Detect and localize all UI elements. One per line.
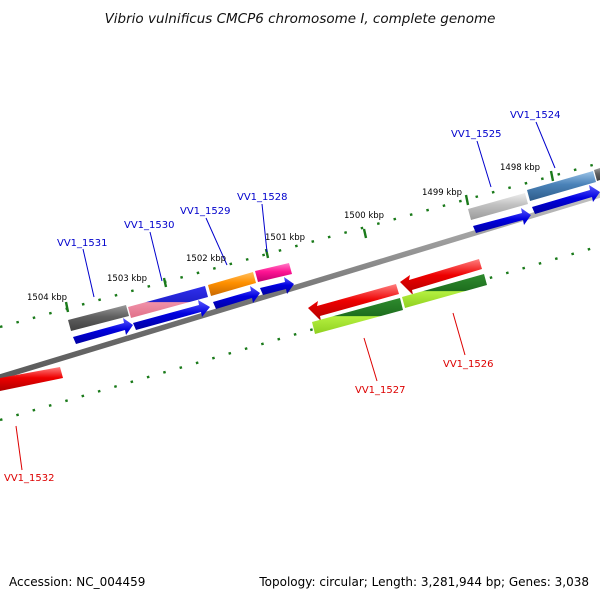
- leader-line-vv1-1530: [149, 231, 163, 282]
- gene-label-vv1-1531[interactable]: VV1_1531: [57, 238, 108, 249]
- gene-right-edge-feature[interactable]: [594, 168, 600, 181]
- gene-vv1-1529-cds[interactable]: [213, 286, 260, 309]
- kbp-label: 1499 kbp: [422, 188, 462, 198]
- gene-vv1-1528-cds[interactable]: [260, 277, 294, 295]
- kbp-labels: 1498 kbp 1499 kbp 1500 kbp 1501 kbp 1502…: [27, 163, 540, 303]
- gene-vv1-1525-feature[interactable]: [468, 193, 528, 220]
- gene-vv1-1524-cds[interactable]: [532, 185, 600, 214]
- kbp-label: 1498 kbp: [500, 163, 540, 173]
- gene-label-vv1-1532[interactable]: VV1_1532: [4, 473, 55, 484]
- leader-line-vv1-1529: [205, 217, 228, 266]
- gene-label-vv1-1524[interactable]: VV1_1524: [510, 110, 561, 121]
- major-tick: [162, 277, 168, 288]
- gene-vv1-1527-cds[interactable]: [308, 284, 399, 321]
- gene-label-vv1-1527[interactable]: VV1_1527: [355, 385, 406, 396]
- gene-vv1-1527-feature[interactable]: [312, 298, 403, 334]
- gene-vv1-1526-cds[interactable]: [400, 259, 482, 295]
- gene-label-vv1-1525[interactable]: VV1_1525: [451, 129, 502, 140]
- inner-tick-ring: [0, 244, 600, 422]
- gene-vv1-1532-cds[interactable]: [0, 367, 63, 391]
- gene-vv1-1530-feature[interactable]: [128, 286, 208, 318]
- kbp-label: 1501 kbp: [265, 233, 305, 243]
- major-tick: [362, 228, 368, 239]
- gene-vv1-1531-cds[interactable]: [73, 318, 133, 344]
- gene-vv1-1526-feature[interactable]: [402, 274, 487, 308]
- leader-line-vv1-1531: [82, 248, 95, 298]
- gene-labels: VV1_1524 VV1_1525 VV1_1526 VV1_1527 VV1_…: [4, 110, 561, 484]
- gene-label-vv1-1528[interactable]: VV1_1528: [237, 192, 288, 203]
- leader-line-vv1-1528: [261, 203, 268, 253]
- major-tick: [64, 301, 70, 313]
- kbp-label: 1500 kbp: [344, 211, 384, 221]
- kbp-label: 1503 kbp: [107, 274, 147, 284]
- forward-strand: [68, 168, 600, 344]
- major-ticks: [64, 170, 555, 313]
- gene-label-vv1-1526[interactable]: VV1_1526: [443, 359, 494, 370]
- leader-line-vv1-1525: [476, 140, 492, 188]
- major-tick: [264, 248, 270, 259]
- leader-line-vv1-1527: [363, 337, 378, 382]
- gene-label-vv1-1529[interactable]: VV1_1529: [180, 206, 231, 217]
- gene-label-vv1-1530[interactable]: VV1_1530: [124, 220, 175, 231]
- outer-tick-ring: [0, 161, 600, 329]
- map-title: Vibrio vulnificus CMCP6 chromosome I, co…: [105, 11, 496, 27]
- gene-vv1-1531-feature[interactable]: [68, 305, 129, 331]
- kbp-label: 1502 kbp: [186, 254, 226, 264]
- gene-vv1-1528-feature[interactable]: [255, 263, 292, 282]
- gene-vv1-1529-feature[interactable]: [208, 272, 256, 296]
- genome-summary-text: Topology: circular; Length: 3,281,944 bp…: [258, 575, 589, 589]
- gene-vv1-1525-cds[interactable]: [473, 208, 531, 233]
- kbp-label: 1504 kbp: [27, 293, 67, 303]
- major-tick: [464, 194, 470, 206]
- major-tick: [549, 170, 555, 182]
- gene-vv1-1524-feature[interactable]: [527, 171, 596, 201]
- leader-line-vv1-1524: [535, 121, 556, 169]
- leader-line-vv1-1532: [15, 425, 23, 471]
- leader-lines: [15, 121, 556, 471]
- reverse-strand: [0, 259, 487, 391]
- gene-vv1-1530-cds[interactable]: [133, 300, 210, 330]
- leader-line-vv1-1526: [452, 312, 466, 356]
- accession-text: Accession: NC_004459: [9, 575, 145, 589]
